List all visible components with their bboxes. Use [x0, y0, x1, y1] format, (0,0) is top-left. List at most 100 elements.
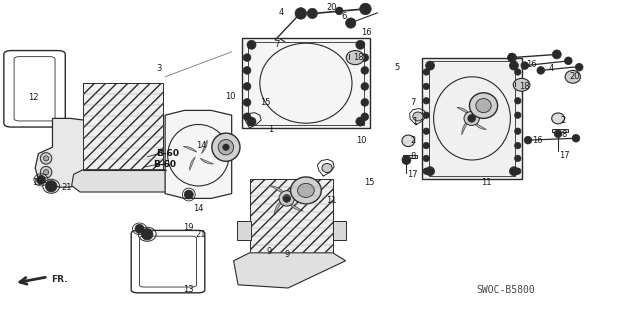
Bar: [242, 38, 370, 128]
Ellipse shape: [423, 128, 429, 134]
Text: 18: 18: [520, 82, 530, 91]
Ellipse shape: [283, 195, 291, 202]
Ellipse shape: [247, 117, 256, 126]
Polygon shape: [473, 122, 486, 130]
Ellipse shape: [515, 98, 521, 104]
Polygon shape: [274, 200, 284, 215]
Polygon shape: [234, 253, 346, 288]
Ellipse shape: [361, 67, 369, 74]
Text: SWOC-B5800: SWOC-B5800: [476, 284, 535, 295]
Text: 3: 3: [156, 64, 161, 73]
Text: 14: 14: [193, 204, 204, 212]
Text: 21: 21: [61, 183, 72, 192]
Ellipse shape: [423, 168, 429, 174]
Ellipse shape: [243, 99, 251, 106]
Ellipse shape: [509, 61, 518, 70]
Ellipse shape: [135, 224, 144, 233]
Text: 16: 16: [362, 28, 372, 36]
Ellipse shape: [360, 3, 371, 15]
Text: 6: 6: [341, 12, 346, 20]
Ellipse shape: [423, 142, 429, 149]
Text: 11: 11: [326, 196, 336, 204]
Text: 10: 10: [356, 136, 367, 145]
Ellipse shape: [141, 228, 153, 240]
Text: 21: 21: [195, 230, 205, 239]
Ellipse shape: [464, 111, 479, 125]
Polygon shape: [202, 140, 207, 154]
Polygon shape: [461, 120, 468, 135]
Ellipse shape: [476, 99, 492, 113]
Ellipse shape: [515, 128, 521, 134]
Text: 2: 2: [410, 136, 415, 145]
Ellipse shape: [426, 61, 435, 70]
Ellipse shape: [423, 69, 429, 75]
Ellipse shape: [468, 115, 476, 122]
Ellipse shape: [470, 93, 498, 118]
Polygon shape: [288, 202, 303, 211]
Text: 19: 19: [33, 178, 43, 187]
Polygon shape: [290, 182, 300, 197]
Ellipse shape: [335, 7, 343, 15]
Polygon shape: [189, 157, 195, 171]
Text: FR.: FR.: [51, 275, 68, 284]
Ellipse shape: [356, 117, 365, 126]
Text: 17: 17: [559, 151, 570, 160]
Ellipse shape: [426, 167, 435, 176]
Ellipse shape: [564, 57, 572, 65]
Text: 7: 7: [275, 40, 280, 49]
Ellipse shape: [515, 83, 521, 90]
Ellipse shape: [509, 167, 518, 176]
Polygon shape: [165, 110, 232, 198]
Ellipse shape: [184, 190, 193, 199]
Text: 16: 16: [532, 136, 543, 145]
Ellipse shape: [423, 112, 429, 118]
Text: 19: 19: [184, 223, 194, 232]
Ellipse shape: [515, 142, 521, 149]
Ellipse shape: [524, 136, 532, 144]
Ellipse shape: [298, 183, 314, 197]
Ellipse shape: [515, 155, 521, 162]
Ellipse shape: [572, 134, 580, 142]
Polygon shape: [72, 170, 166, 192]
Ellipse shape: [361, 83, 369, 90]
Ellipse shape: [223, 144, 229, 150]
Ellipse shape: [218, 140, 234, 155]
Ellipse shape: [243, 83, 251, 90]
Text: B-60: B-60: [154, 160, 177, 169]
Bar: [83, 83, 163, 170]
Text: 7: 7: [410, 98, 415, 107]
Text: 4: 4: [549, 64, 554, 73]
Polygon shape: [475, 102, 482, 117]
Text: 20: 20: [326, 3, 337, 12]
Ellipse shape: [279, 191, 294, 206]
Polygon shape: [237, 221, 251, 240]
Ellipse shape: [307, 8, 317, 19]
Polygon shape: [35, 118, 90, 187]
Ellipse shape: [552, 50, 561, 59]
Ellipse shape: [45, 180, 57, 192]
Text: 8: 8: [410, 152, 415, 161]
Ellipse shape: [521, 62, 529, 69]
Ellipse shape: [361, 113, 369, 121]
Polygon shape: [457, 107, 470, 115]
Text: 20: 20: [570, 72, 580, 81]
Text: 4: 4: [279, 8, 284, 17]
Text: B-60: B-60: [156, 149, 179, 158]
Ellipse shape: [565, 70, 580, 83]
Ellipse shape: [36, 175, 45, 184]
Text: 17: 17: [408, 170, 418, 179]
Ellipse shape: [291, 177, 321, 204]
Polygon shape: [333, 221, 346, 240]
Ellipse shape: [508, 53, 516, 62]
Ellipse shape: [243, 113, 251, 121]
Text: 15: 15: [260, 98, 271, 107]
Text: 13: 13: [184, 285, 194, 294]
Text: 15: 15: [364, 178, 374, 187]
Ellipse shape: [423, 98, 429, 104]
Polygon shape: [183, 147, 196, 152]
Ellipse shape: [295, 8, 307, 19]
Ellipse shape: [515, 112, 521, 118]
Ellipse shape: [515, 168, 521, 174]
Polygon shape: [270, 186, 285, 195]
Ellipse shape: [243, 54, 251, 61]
